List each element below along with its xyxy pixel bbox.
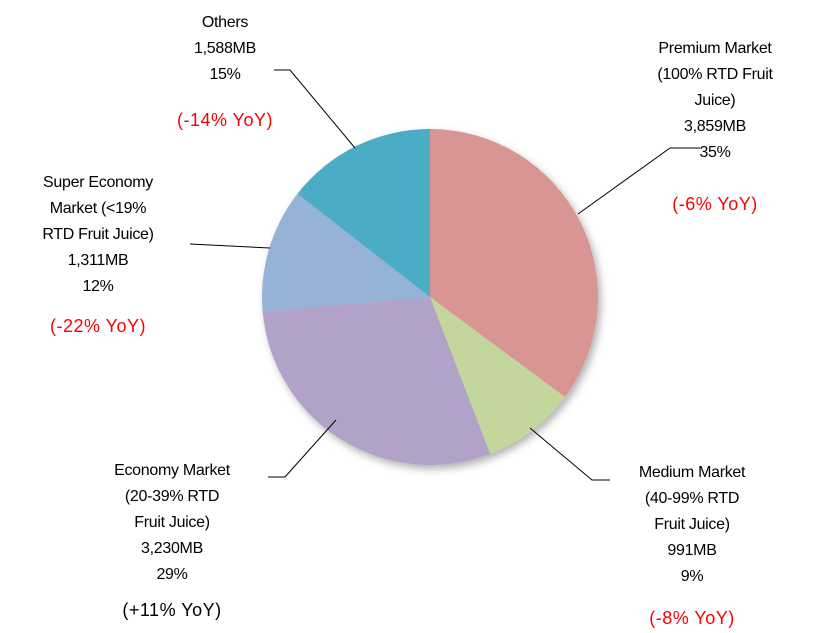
value-label: 1,588MB <box>194 40 256 57</box>
slice-label: Super Economy Market (<19% RTD Fruit Jui… <box>33 170 163 300</box>
leader-line <box>268 419 337 478</box>
category-label: Premium Market (100% RTD Fruit Juice) <box>657 40 773 109</box>
percent-label: 12% <box>82 278 114 295</box>
pie-slice <box>262 193 430 312</box>
leader-line <box>274 69 356 149</box>
category-label: Others <box>201 14 249 31</box>
leader-line <box>577 147 700 215</box>
slice-label: Economy Market (20-39% RTD Fruit Juice) 3… <box>110 458 235 588</box>
pie-slice <box>262 297 491 465</box>
pie-slice <box>430 297 565 454</box>
percent-label: 15% <box>209 66 241 83</box>
value-label: 3,859MB <box>684 118 746 135</box>
slice-label: Others 1,588MB 15% <box>155 10 295 88</box>
leader-line <box>529 427 610 481</box>
value-label: 3,230MB <box>141 540 203 557</box>
yoy-label: (-22% YoY) <box>49 316 147 336</box>
value-label: 991MB <box>667 542 717 559</box>
percent-label: 9% <box>680 568 704 585</box>
category-label: Super Economy Market (<19% RTD Fruit Jui… <box>42 174 154 243</box>
slice-label: Premium Market (100% RTD Fruit Juice) 3,8… <box>645 36 785 166</box>
yoy-label: (+11% YoY) <box>122 600 222 620</box>
category-label: Economy Market (20-39% RTD Fruit Juice) <box>114 462 230 531</box>
yoy-label: (-14% YoY) <box>176 110 274 130</box>
value-label: 1,311MB <box>67 252 129 269</box>
slice-label: Medium Market (40-99% RTD Fruit Juice) 99… <box>630 460 755 590</box>
yoy-label: (-6% YoY) <box>672 194 758 214</box>
leader-line <box>189 243 271 249</box>
percent-label: 29% <box>156 566 188 583</box>
yoy-label: (-8% YoY) <box>649 608 735 628</box>
category-label: Medium Market (40-99% RTD Fruit Juice) <box>638 464 746 533</box>
pie <box>262 129 598 465</box>
pie-slice <box>430 129 598 398</box>
pie-slice <box>297 129 430 297</box>
percent-label: 35% <box>699 144 731 161</box>
